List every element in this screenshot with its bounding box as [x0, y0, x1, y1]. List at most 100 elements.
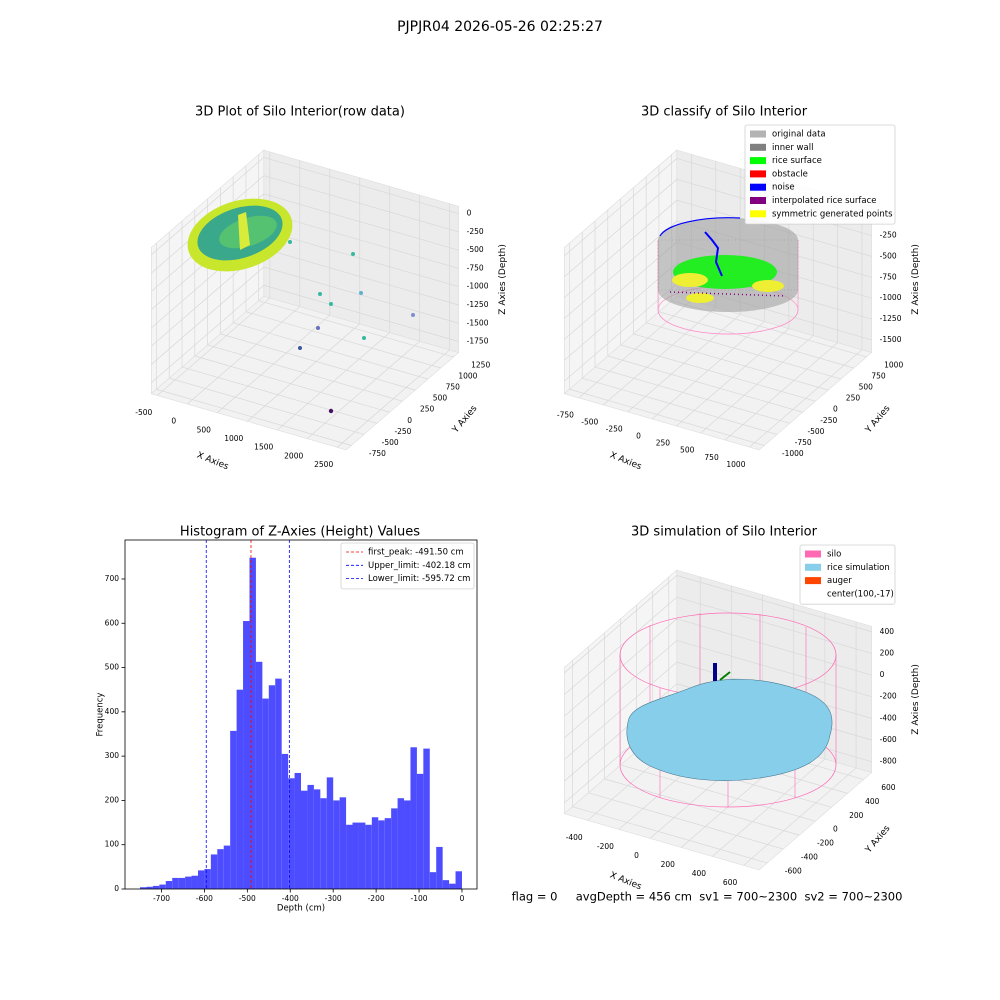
- z-tick-label: 200: [880, 648, 895, 657]
- bar: [230, 730, 237, 889]
- x-tick-label: 1000: [726, 460, 745, 469]
- x-tick-label: -250: [606, 425, 623, 434]
- bar: [178, 877, 186, 889]
- bar: [436, 846, 443, 889]
- bar: [255, 661, 263, 889]
- y-tick-label: 250: [846, 394, 861, 403]
- bar: [313, 789, 321, 889]
- z-tick-label: 400: [880, 627, 895, 636]
- noise-arc: [659, 217, 741, 237]
- bar: [339, 797, 347, 889]
- grid-line: [564, 661, 678, 760]
- bar: [352, 822, 359, 889]
- legend-label: auger: [827, 576, 852, 586]
- y-tick-label: -1000: [782, 449, 804, 458]
- grid-line: [564, 220, 678, 319]
- grid-line: [676, 640, 872, 698]
- z-tick-label: -1000: [467, 282, 489, 291]
- bar: [301, 790, 308, 889]
- legend-label: Lower_limit: -595.72 cm: [368, 574, 470, 584]
- z-tick-label: -400: [880, 713, 897, 722]
- grid-line: [263, 284, 459, 342]
- z-tick-label: -1250: [467, 300, 489, 309]
- z-tick-label: -800: [880, 757, 897, 766]
- symmetric-points: [752, 280, 784, 292]
- y-tick-label: 1250: [471, 360, 490, 369]
- bar: [416, 773, 424, 889]
- z-axis-label: Z Axies (Depth): [498, 244, 508, 315]
- x-tick-label: 1500: [254, 443, 273, 452]
- legend-label: symmetric generated points: [772, 209, 893, 219]
- z-tick-label: -1000: [880, 293, 902, 302]
- outlier: [351, 252, 355, 256]
- y-tick-label: -400: [801, 853, 818, 862]
- z-tick-label: -250: [467, 227, 484, 236]
- x-tick-label: 1000: [224, 434, 243, 443]
- grid-line: [588, 792, 784, 850]
- x-tick-label: -200: [597, 842, 614, 851]
- bar: [404, 800, 411, 889]
- x-tick-label: -700: [153, 894, 170, 903]
- legend-swatch: [805, 590, 821, 598]
- x-tick-label: 0: [171, 417, 176, 426]
- grid-line: [582, 377, 778, 435]
- x-tick-label: -100: [411, 894, 428, 903]
- outlier: [362, 336, 366, 340]
- z-tick-label: -750: [880, 272, 897, 281]
- legend-swatch: [750, 210, 766, 218]
- outlier-points: [288, 240, 415, 414]
- grid-line: [564, 596, 678, 695]
- outlier: [318, 292, 322, 296]
- grid-line: [220, 333, 416, 391]
- bar: [358, 822, 366, 889]
- legend-label: original data: [772, 130, 826, 140]
- grid-line: [607, 355, 803, 413]
- z-tick-label: -1250: [880, 314, 902, 323]
- legend-label: center(100,-17): [827, 589, 894, 599]
- legend-box: [744, 124, 896, 225]
- outlier: [329, 302, 333, 306]
- z-tick-label: -1500: [467, 318, 489, 327]
- x-tick-label: 2500: [314, 460, 333, 469]
- noise: [704, 231, 723, 277]
- classified-silo: [657, 217, 799, 335]
- y-tick-label: 750: [871, 371, 886, 380]
- simulation: [619, 612, 837, 808]
- bar: [449, 883, 456, 889]
- z-tick-label: -750: [467, 263, 484, 272]
- grid-line: [245, 311, 441, 369]
- z-tick-label: -250: [880, 231, 897, 240]
- chart-title: 3D Plot of Silo Interior(row data): [195, 105, 405, 120]
- legend-box: [799, 544, 896, 605]
- bar: [210, 854, 218, 889]
- grid-line: [676, 618, 872, 676]
- legend-swatch: [750, 197, 766, 204]
- grid-line: [604, 778, 800, 836]
- outlier: [298, 346, 302, 350]
- bar: [204, 869, 211, 889]
- chart-title: 3D simulation of Silo Interior: [631, 525, 818, 540]
- grid-line: [564, 158, 678, 257]
- outlier: [411, 313, 415, 317]
- bar: [442, 880, 450, 889]
- y-tick-label: 400: [865, 797, 880, 806]
- y-tick-label: 200: [849, 811, 864, 820]
- grid-line: [263, 230, 459, 288]
- x-tick-label: -500: [581, 418, 598, 427]
- y-tick-label: -750: [795, 438, 812, 447]
- legend-label: interpolated rice surface: [772, 196, 877, 206]
- outlier: [316, 326, 320, 330]
- legend-label: first_peak: -491.50 cm: [368, 548, 464, 558]
- y-tick-label: 600: [881, 783, 896, 792]
- bar: [146, 886, 153, 889]
- figure-title: PJPJR04 2026-05-26 02:25:27: [397, 19, 603, 35]
- y-tick-label: 750: [446, 383, 461, 392]
- bar: [268, 685, 276, 889]
- y-tick-label: -600: [785, 866, 802, 875]
- bar: [172, 877, 179, 889]
- legend-swatch: [805, 577, 821, 585]
- grid-line: [646, 322, 842, 380]
- bar: [384, 818, 392, 889]
- bar: [281, 753, 289, 889]
- y-tick-label: -250: [394, 427, 411, 436]
